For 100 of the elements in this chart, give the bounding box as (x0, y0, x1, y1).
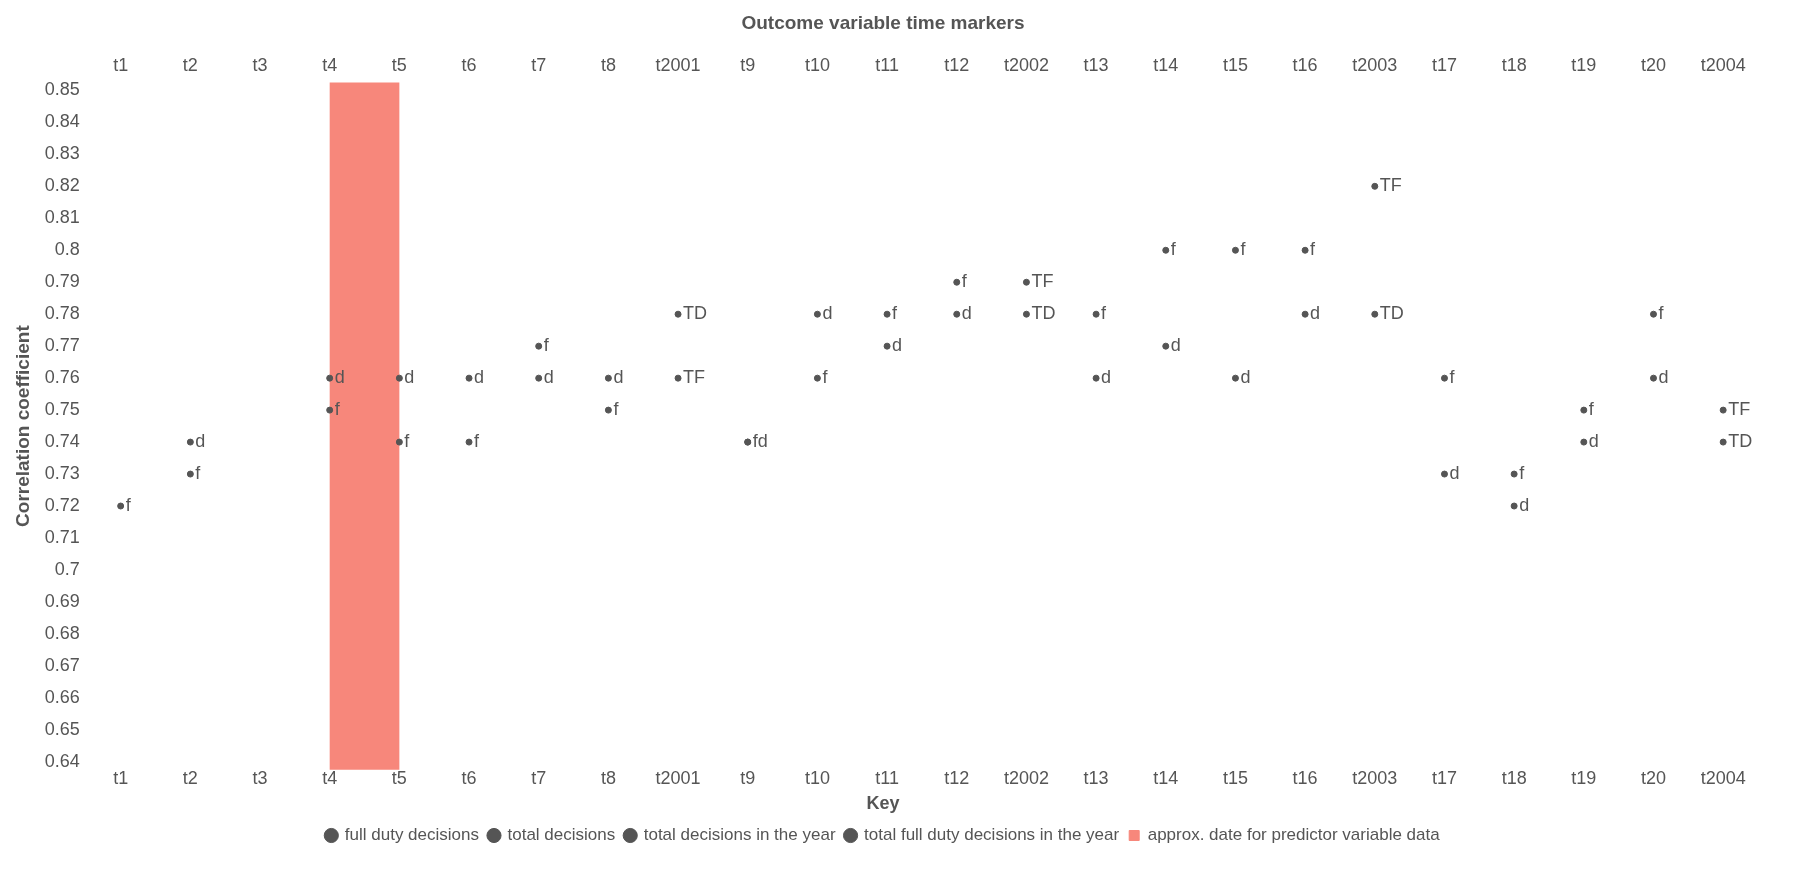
x-tick-label: t4 (322, 767, 338, 788)
point (395, 438, 403, 446)
data-label: d (1449, 463, 1460, 484)
x-tick-label: t9 (740, 767, 756, 788)
data-label: TF (1379, 175, 1402, 196)
point (1231, 246, 1239, 254)
category-label: t2003 (1352, 54, 1398, 75)
data-label: d (892, 335, 903, 356)
point (1371, 182, 1379, 190)
data-label: d (1658, 367, 1669, 388)
category-label: t18 (1501, 54, 1527, 75)
point (326, 406, 334, 414)
point (1510, 502, 1518, 510)
data-label: d (1588, 431, 1599, 452)
category-label: t3 (252, 54, 268, 75)
data-label: f (474, 431, 481, 452)
category-label: t19 (1571, 54, 1597, 75)
x-tick-label: t19 (1571, 767, 1597, 788)
point (535, 374, 543, 382)
data-label: d (1519, 495, 1530, 515)
x-tick-label: t7 (531, 767, 547, 788)
x-tick-label: t16 (1292, 767, 1318, 788)
category-label: t11 (875, 54, 899, 75)
point (1580, 438, 1588, 446)
data-label: f (1101, 303, 1108, 324)
x-tick-label: t2003 (1352, 767, 1398, 788)
data-label: TF (1031, 271, 1054, 292)
text: t5 (391, 54, 407, 75)
data-label: f (961, 271, 968, 292)
point (674, 374, 682, 382)
data-label: f (1519, 463, 1526, 484)
data-label: f (334, 399, 341, 420)
point (674, 310, 682, 318)
x-tick-label: t2004 (1700, 767, 1746, 788)
y-tick-label: 0.74 (44, 431, 80, 452)
point (1231, 374, 1239, 382)
data-label: d (1101, 367, 1112, 388)
category-label: t9 (740, 54, 756, 75)
point (1022, 278, 1030, 286)
point (1440, 374, 1448, 382)
y-tick-label: 0.79 (44, 271, 80, 292)
data-label: f (613, 399, 620, 420)
point (117, 502, 125, 510)
point (1371, 310, 1379, 318)
data-label: d (543, 367, 554, 388)
x-tick-label: t1 (113, 767, 129, 788)
y-tick-label: 0.85 (44, 79, 80, 100)
text: t4 (322, 54, 338, 75)
category-label: t6 (461, 54, 477, 75)
y-tick-label: 0.71 (44, 526, 80, 547)
x-tick-label: t18 (1501, 767, 1527, 788)
legend-title: Key (866, 793, 900, 814)
y-tick-label: 0.66 (44, 686, 80, 707)
category-label: t1 (113, 54, 129, 75)
x-tick-label: t8 (600, 767, 616, 788)
y-tick-label: 0.69 (44, 590, 80, 611)
category-label: t13 (1083, 54, 1109, 75)
x-tick-label: t6 (461, 767, 477, 788)
x-tick-label: t2001 (655, 767, 701, 788)
x-tick-label: t15 (1222, 767, 1248, 788)
point (883, 310, 891, 318)
y-tick-label: 0.77 (44, 335, 80, 356)
data-label: TD (1728, 431, 1753, 452)
point (186, 470, 194, 478)
data-label: TF (1728, 399, 1751, 420)
data-label: d (404, 367, 415, 388)
legend-label: full duty decisions (344, 825, 479, 845)
y-tick-label: 0.64 (44, 750, 80, 771)
x-tick-label: t13 (1083, 767, 1109, 788)
category-label: t10 (804, 54, 830, 75)
data-label: f (752, 431, 759, 452)
point (1162, 342, 1170, 350)
point (1440, 470, 1448, 478)
y-tick-label: 0.82 (44, 175, 80, 196)
point (1580, 406, 1588, 414)
x-tick-label: t14 (1153, 767, 1179, 788)
y-tick-label: 0.73 (44, 463, 80, 484)
point (186, 438, 194, 446)
point (535, 342, 543, 350)
data-label: TD (1031, 303, 1056, 324)
point (1301, 246, 1309, 254)
legend-label: total full duty decisions in the year (864, 825, 1120, 845)
data-label: d (474, 367, 485, 388)
data-label: f (1588, 399, 1595, 420)
data-label: d (822, 303, 833, 324)
y-tick-label: 0.76 (44, 367, 80, 388)
category-label: t2002 (1003, 54, 1049, 75)
data-label: f (195, 463, 202, 484)
point (1092, 310, 1100, 318)
y-tick-label: 0.81 (44, 207, 80, 228)
data-label: d (757, 431, 768, 452)
y-tick-label: 0.75 (44, 399, 80, 420)
point (1510, 470, 1518, 478)
point (953, 278, 961, 286)
data-label: f (404, 431, 411, 452)
point (604, 406, 612, 414)
legend-label: total decisions (507, 825, 616, 845)
point (1719, 406, 1727, 414)
legend-label: total decisions in the year (643, 825, 836, 845)
point (813, 310, 821, 318)
